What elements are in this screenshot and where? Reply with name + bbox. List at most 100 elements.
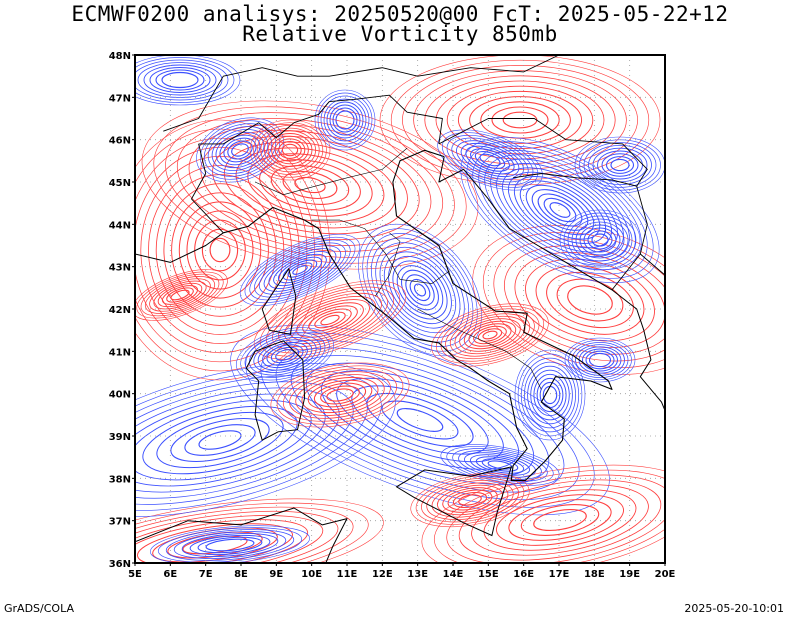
- contour-line: [456, 140, 524, 180]
- balkan-coastline: [438, 156, 665, 411]
- contour-line: [574, 136, 665, 194]
- contour-line: [520, 504, 600, 536]
- contour-line: [413, 283, 427, 297]
- contour-line: [282, 170, 338, 200]
- contour-line: [271, 289, 389, 351]
- contour-line: [366, 233, 474, 347]
- contour-line: [426, 480, 514, 520]
- contour-line: [536, 377, 564, 413]
- positive-cell-gulf: [135, 269, 228, 321]
- contour-line: [405, 274, 435, 306]
- contour-line: [478, 149, 642, 271]
- contour-line: [435, 305, 545, 365]
- vorticity-contours: [135, 55, 665, 563]
- lon-label: 12E: [372, 569, 393, 580]
- contour-line: [470, 148, 510, 172]
- contour-line: [157, 282, 203, 308]
- contour-line: [402, 65, 638, 175]
- contour-line: [567, 285, 613, 315]
- contour-line: [477, 328, 503, 342]
- lat-label: 41N: [109, 347, 131, 358]
- contour-line: [525, 184, 595, 236]
- negative-cell-slovenia: [437, 129, 543, 191]
- contour-line: [437, 129, 543, 191]
- contour-line: [583, 142, 657, 188]
- contour-line: [524, 361, 576, 429]
- lon-label: 9E: [269, 569, 283, 580]
- contour-line: [527, 365, 573, 425]
- contour-line: [525, 258, 655, 342]
- contour-line: [149, 67, 211, 93]
- contour-line: [396, 408, 444, 432]
- contour-line: [135, 515, 324, 563]
- lon-label: 15E: [478, 569, 499, 580]
- contour-line: [335, 110, 355, 130]
- contour-line: [140, 273, 220, 317]
- contour-line: [240, 329, 330, 381]
- contour-line: [433, 469, 665, 563]
- map-title: ECMWF0200 analisys: 20250520@00 FcT: 202…: [71, 2, 729, 26]
- positive-cell-alps: [249, 119, 331, 181]
- contour-line: [135, 146, 308, 354]
- contour-line: [275, 349, 295, 361]
- contour-line: [235, 327, 335, 383]
- contour-line: [358, 223, 482, 357]
- contour-line: [610, 158, 630, 172]
- contour-line: [135, 119, 331, 381]
- contour-line: [188, 124, 432, 246]
- contour-line: [495, 494, 625, 546]
- alps-border: [198, 94, 443, 145]
- contour-line: [135, 57, 235, 103]
- contour-line: [273, 253, 327, 287]
- contour-line: [482, 330, 498, 340]
- regional-border: [375, 232, 401, 297]
- contour-line: [266, 344, 304, 366]
- contour-line: [287, 262, 313, 278]
- contour-line: [296, 302, 364, 338]
- contour-line: [258, 245, 342, 295]
- lat-label: 48N: [109, 51, 131, 62]
- france-italy-border: [191, 143, 224, 234]
- contour-line: [460, 136, 660, 284]
- negative-cell-northwest: [135, 55, 241, 106]
- contour-line: [329, 104, 361, 136]
- contour-line: [446, 85, 594, 155]
- longitude-labels: 5E 6E 7E 8E 9E 10E 11E 12E 13E 14E 15E 16E 17E 18E 19E…: [128, 563, 676, 580]
- contour-line: [559, 209, 641, 271]
- contour-line: [197, 536, 263, 554]
- contour-line: [366, 392, 474, 448]
- contour-line: [441, 132, 539, 188]
- contour-line: [390, 59, 650, 181]
- contour-line: [270, 165, 350, 205]
- contour-line: [535, 265, 645, 335]
- contour-line: [483, 489, 637, 551]
- positive-cell-sardinia-east: [270, 362, 410, 428]
- contour-line: [320, 385, 360, 405]
- sardinia-coastline: [245, 340, 306, 441]
- contour-line: [442, 487, 498, 513]
- negative-cell-croatia: [559, 209, 641, 271]
- contour-line: [446, 474, 665, 563]
- contour-line: [135, 510, 339, 563]
- italy-coastline: [223, 149, 613, 481]
- footer-credit: GrADS/COLA: [4, 602, 74, 615]
- contour-line: [396, 265, 444, 315]
- contour-line: [247, 153, 373, 217]
- contour-line: [292, 265, 308, 275]
- contour-line: [270, 346, 300, 364]
- contour-line: [413, 70, 627, 170]
- contour-line: [388, 255, 452, 325]
- lat-label: 43N: [109, 263, 131, 274]
- contour-line: [223, 141, 397, 229]
- contour-line: [549, 202, 571, 218]
- contour-line: [137, 523, 293, 563]
- bosnia-border: [513, 173, 648, 291]
- lat-label: 39N: [109, 432, 131, 443]
- contour-line: [314, 311, 346, 329]
- contour-line: [591, 233, 609, 247]
- contour-line: [491, 106, 549, 134]
- contour-line: [153, 106, 467, 264]
- contour-line: [332, 107, 358, 133]
- contour-line: [424, 75, 616, 165]
- contour-line: [301, 376, 379, 414]
